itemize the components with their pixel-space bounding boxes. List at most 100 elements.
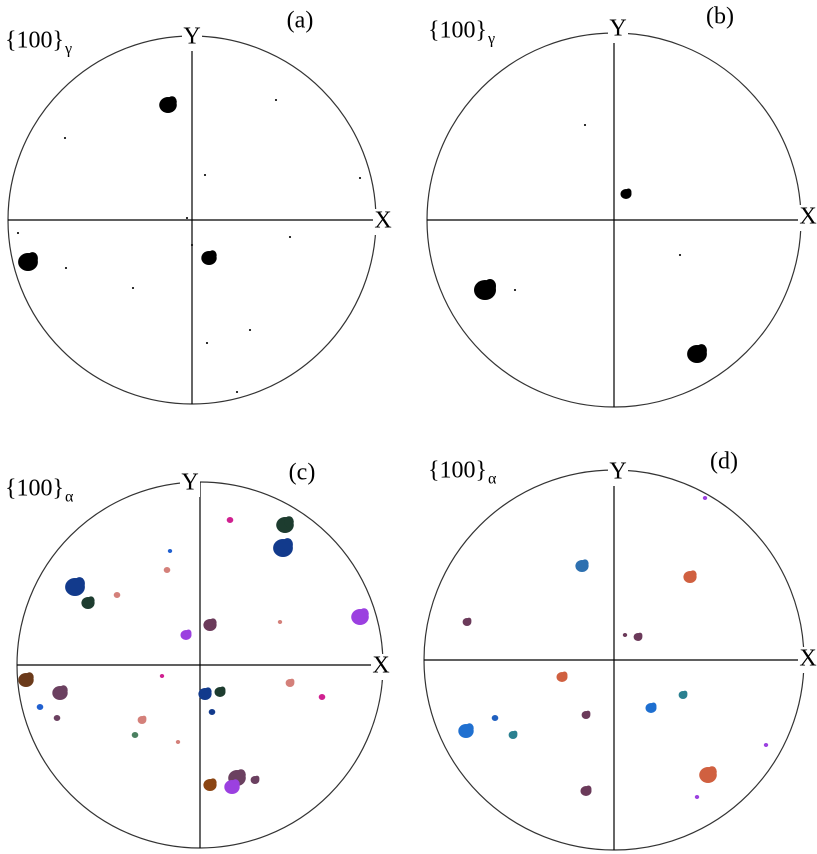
orientation-cluster [248, 329, 252, 331]
orientation-cluster [235, 391, 239, 393]
orientation-cluster [53, 715, 61, 721]
orientation-cluster [622, 633, 628, 637]
label-bg [371, 654, 391, 680]
label-bg [798, 647, 817, 673]
orientation-cluster [763, 743, 769, 747]
orientation-cluster [682, 690, 688, 697]
orientation-cluster [159, 674, 165, 678]
orientation-cluster [561, 671, 568, 679]
orientation-cluster [190, 244, 194, 246]
orientation-cluster [484, 279, 496, 293]
orientation-cluster [226, 517, 234, 523]
orientation-cluster [284, 516, 294, 528]
orientation-cluster [16, 232, 20, 234]
label-bg [608, 460, 628, 486]
panel-title: {100} [428, 18, 487, 44]
orientation-cluster [702, 496, 708, 500]
x-axis-label: X [799, 204, 816, 230]
orientation-cluster [167, 549, 173, 553]
orientation-cluster [205, 342, 209, 344]
orientation-cluster [254, 775, 260, 782]
orientation-cluster [167, 96, 177, 108]
orientation-cluster [465, 723, 474, 734]
panel-title: {100} [428, 458, 487, 484]
orientation-cluster [209, 778, 217, 787]
panel-label: (c) [289, 460, 316, 486]
orientation-cluster [208, 709, 216, 715]
orientation-cluster [25, 672, 34, 683]
panel-title-subscript: α [65, 489, 74, 506]
orientation-cluster [131, 732, 139, 738]
orientation-cluster [209, 618, 217, 627]
orientation-cluster [466, 617, 472, 624]
orientation-cluster [204, 687, 212, 696]
orientation-cluster [185, 217, 189, 219]
orientation-cluster [282, 538, 293, 551]
orientation-cluster [208, 250, 217, 261]
orientation-cluster [359, 608, 369, 620]
panel-label: (b) [706, 4, 734, 30]
x-axis-label: X [372, 653, 389, 679]
panel-title: {100} [5, 476, 64, 502]
orientation-cluster [678, 254, 682, 256]
orientation-cluster [689, 570, 697, 579]
panel-title-subscript: γ [64, 41, 72, 58]
panel-title-subscript: γ [487, 31, 495, 48]
orientation-cluster [36, 704, 44, 710]
orientation-cluster [64, 267, 68, 269]
y-axis-label: Y [609, 459, 626, 485]
orientation-cluster [288, 236, 292, 238]
orientation-cluster [87, 596, 95, 605]
orientation-cluster [219, 686, 226, 694]
orientation-cluster [585, 785, 592, 793]
orientation-cluster [236, 769, 246, 781]
orientation-cluster [74, 577, 85, 590]
pole-figure: Y X (a) {100} γ [5, 8, 393, 405]
label-bg [182, 25, 202, 51]
orientation-cluster [625, 188, 632, 196]
label-bg [798, 205, 817, 231]
orientation-cluster [513, 289, 517, 291]
orientation-cluster [289, 678, 295, 685]
orientation-cluster [185, 629, 192, 637]
orientation-cluster [231, 779, 240, 790]
orientation-cluster [585, 710, 591, 717]
label-bg [608, 17, 628, 43]
orientation-cluster [358, 177, 362, 179]
orientation-cluster [131, 287, 135, 289]
pole-figure: Y X (b) {100} γ [426, 4, 817, 408]
orientation-cluster [27, 252, 38, 265]
orientation-cluster [59, 685, 68, 696]
panel-title-subscript: α [488, 471, 497, 488]
label-bg [373, 209, 393, 235]
panel-label: (d) [710, 449, 738, 475]
orientation-cluster [707, 766, 717, 778]
orientation-cluster [113, 592, 121, 598]
pole-figure: Y X (d) {100} α [423, 449, 817, 851]
orientation-cluster [318, 694, 326, 700]
orientation-cluster [274, 99, 278, 101]
orientation-cluster [141, 715, 147, 722]
orientation-cluster [650, 702, 657, 710]
orientation-cluster [583, 124, 587, 126]
y-axis-label: Y [183, 24, 200, 50]
orientation-cluster [175, 740, 181, 744]
orientation-cluster [694, 795, 700, 799]
label-bg [180, 471, 200, 497]
y-axis-label: Y [181, 470, 198, 496]
pole-figure: Y X (c) {100} α [5, 460, 391, 849]
orientation-cluster [637, 632, 643, 639]
orientation-cluster [203, 174, 207, 176]
orientation-cluster [491, 715, 499, 721]
y-axis-label: Y [609, 16, 626, 42]
x-axis-label: X [799, 646, 816, 672]
panel-label: (a) [287, 8, 314, 34]
orientation-cluster [581, 559, 589, 568]
orientation-cluster [696, 344, 707, 357]
orientation-cluster [63, 137, 67, 139]
x-axis-label: X [374, 208, 391, 234]
orientation-cluster [512, 730, 518, 737]
orientation-cluster [163, 567, 171, 573]
